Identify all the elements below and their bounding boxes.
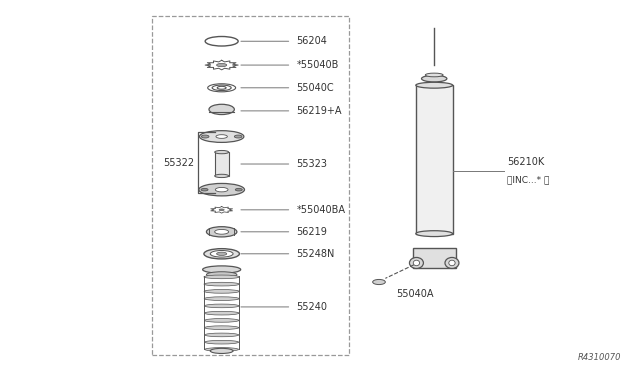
Ellipse shape — [216, 63, 227, 67]
Ellipse shape — [205, 333, 239, 337]
Ellipse shape — [205, 347, 239, 351]
Bar — [416, 85, 452, 234]
Text: 55040C: 55040C — [296, 83, 334, 93]
Ellipse shape — [204, 289, 239, 293]
Ellipse shape — [204, 311, 239, 315]
Bar — [214, 152, 228, 176]
Ellipse shape — [234, 135, 242, 138]
Ellipse shape — [449, 260, 455, 266]
Ellipse shape — [410, 257, 424, 269]
Ellipse shape — [214, 150, 228, 154]
Ellipse shape — [205, 340, 239, 344]
Bar — [152, 16, 349, 355]
Ellipse shape — [416, 231, 452, 237]
Bar — [413, 248, 456, 269]
Ellipse shape — [216, 135, 227, 138]
Ellipse shape — [372, 279, 385, 285]
Ellipse shape — [211, 250, 233, 257]
Ellipse shape — [202, 135, 209, 138]
Ellipse shape — [204, 282, 239, 286]
Ellipse shape — [214, 230, 228, 234]
Ellipse shape — [204, 297, 239, 301]
Ellipse shape — [201, 188, 208, 191]
Ellipse shape — [209, 104, 234, 115]
Ellipse shape — [422, 76, 447, 82]
Ellipse shape — [211, 348, 233, 353]
Text: 〈INC...* 〉: 〈INC...* 〉 — [507, 176, 550, 185]
Text: *55040BA: *55040BA — [296, 205, 346, 215]
Ellipse shape — [445, 257, 459, 269]
Text: 55240: 55240 — [296, 302, 328, 312]
Ellipse shape — [204, 318, 239, 322]
Text: 56204: 56204 — [296, 36, 328, 46]
Ellipse shape — [426, 73, 443, 77]
Ellipse shape — [215, 187, 228, 192]
Text: 56219: 56219 — [296, 227, 328, 237]
Ellipse shape — [219, 209, 224, 211]
Text: *55040B: *55040B — [296, 60, 339, 70]
Ellipse shape — [199, 183, 244, 196]
Ellipse shape — [203, 266, 241, 273]
Ellipse shape — [207, 272, 237, 278]
Ellipse shape — [200, 131, 244, 142]
Text: 55040A: 55040A — [396, 289, 434, 299]
Ellipse shape — [416, 82, 452, 88]
Ellipse shape — [204, 248, 239, 259]
Text: 55323: 55323 — [296, 159, 328, 169]
Text: 56219+A: 56219+A — [296, 106, 342, 116]
Ellipse shape — [205, 326, 239, 330]
Ellipse shape — [413, 260, 420, 266]
Ellipse shape — [204, 304, 239, 308]
Text: 55248N: 55248N — [296, 249, 335, 259]
Ellipse shape — [204, 275, 239, 279]
Text: 56210K: 56210K — [507, 157, 545, 167]
Text: R4310070: R4310070 — [578, 353, 621, 362]
Ellipse shape — [216, 252, 227, 256]
Text: 55322: 55322 — [163, 158, 195, 168]
Ellipse shape — [207, 227, 237, 237]
Ellipse shape — [214, 174, 228, 177]
Ellipse shape — [236, 188, 243, 191]
